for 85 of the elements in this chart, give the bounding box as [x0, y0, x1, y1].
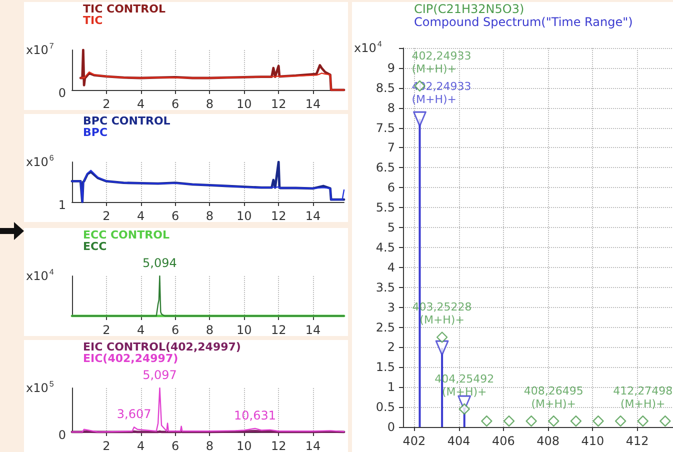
text: 0	[58, 428, 66, 442]
x-tick-label: 4	[137, 439, 145, 452]
y-tick-label: 6	[387, 180, 395, 195]
y-tick-label: 4.5	[376, 240, 395, 254]
text: BPC CONTROL	[83, 114, 170, 128]
point	[614, 415, 626, 427]
x-tick-label: 14	[305, 439, 321, 452]
x-tick-label: 10	[236, 209, 252, 223]
y-tick-label: 7	[387, 140, 395, 155]
x-tick-label: 12	[270, 209, 286, 223]
y-tick-label: 1	[387, 380, 395, 394]
data-label: 402,24933 (M+H)+	[412, 49, 472, 76]
text: TIC	[83, 14, 103, 27]
x-tick-label: 8	[206, 323, 214, 337]
point	[458, 403, 470, 415]
y-tick-label: 3	[387, 300, 395, 314]
y-tick-label: 3.5	[376, 280, 395, 294]
x-tick-label: 8	[206, 209, 214, 223]
x-tick-label: 6	[171, 97, 180, 111]
y-tick-label: 8.5	[376, 80, 395, 95]
x-tick-label: 12	[270, 97, 286, 111]
annotation: 10,631	[234, 408, 276, 422]
x-tick-label: 406	[492, 434, 515, 448]
x-tick-label: 4	[137, 97, 145, 111]
y-tick-label: 9	[387, 60, 395, 75]
x-tick-label: 14	[305, 209, 321, 223]
x-tick-label: 10	[236, 323, 252, 337]
data-label: 412,27498 (M+H)+	[613, 384, 673, 410]
text: ECC	[83, 240, 107, 253]
text: ECC CONTROL	[83, 228, 170, 242]
x-tick-label: 14	[305, 97, 321, 111]
y-tick-label: 2.5	[376, 320, 395, 334]
x-tick-label: 6	[171, 209, 180, 223]
x-tick-label: 12	[270, 323, 286, 337]
y-tick-label: 5	[387, 220, 395, 235]
point	[548, 415, 560, 427]
point	[526, 415, 537, 427]
x-tick-label: 8	[206, 439, 214, 452]
point	[637, 415, 648, 427]
text: EIC CONTROL(402,24997)	[83, 340, 241, 354]
x-tick-label: 412	[626, 434, 649, 448]
text: 0	[58, 86, 66, 100]
point	[435, 340, 449, 356]
text: EIC(402,24997)	[83, 352, 178, 365]
point	[570, 415, 582, 427]
x-tick-label: 408	[536, 434, 560, 448]
y-tick-label: 5.5	[376, 200, 395, 215]
y-tick-label: 1.5	[376, 360, 395, 374]
x-tick-label: 8	[206, 97, 214, 111]
x-tick-label: 4	[137, 323, 145, 337]
point	[436, 332, 448, 343]
point	[481, 415, 492, 427]
x-tick-label: 404	[447, 434, 470, 448]
data-label: 408,26495 (M+H)+	[524, 384, 584, 410]
annotation: 3,607	[116, 407, 152, 422]
annotation: 5,097	[142, 368, 177, 382]
y-tick-label: 0	[387, 420, 395, 434]
x-tick-label: 6	[171, 323, 180, 337]
point	[660, 415, 671, 427]
x-tick-label: 6	[171, 439, 180, 452]
text: TIC CONTROL	[83, 2, 166, 16]
point	[412, 111, 426, 127]
y-tick-label: 0.5	[376, 400, 395, 414]
x-tick-label: 2	[102, 439, 110, 452]
y-tick-label: 7.5	[376, 120, 395, 135]
text: CIP(C21H32N5O3)	[414, 2, 524, 16]
x-tick-label: 10	[236, 439, 252, 452]
x-tick-label: 2	[102, 323, 110, 337]
text: 1	[58, 198, 66, 212]
x-tick-label: 2	[102, 97, 110, 111]
x-tick-label: 2	[102, 209, 110, 223]
y-tick-label: 6.5	[376, 160, 395, 175]
text: BPC	[83, 126, 108, 139]
x-tick-label: 410	[581, 434, 604, 448]
x-tick-label: 402	[402, 434, 426, 448]
point	[503, 415, 515, 427]
annotation: 5,094	[142, 256, 177, 270]
x-tick-label: 12	[270, 439, 286, 452]
y-tick-label: 2	[387, 340, 395, 354]
x-tick-label: 10	[236, 97, 252, 111]
text: Compound Spectrum("Time Range")	[414, 15, 633, 29]
point	[592, 415, 604, 427]
y-tick-label: 4	[387, 260, 395, 274]
x-tick-label: 14	[305, 323, 321, 337]
x-tick-label: 4	[137, 209, 145, 223]
